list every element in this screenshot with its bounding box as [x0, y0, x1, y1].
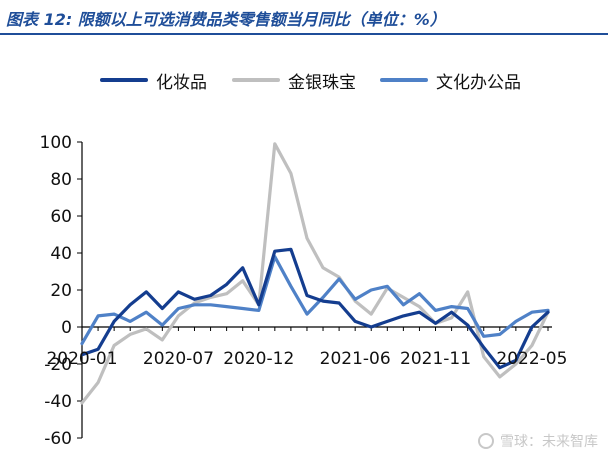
chart-header: 图表 12: 限额以上可选消费品类零售额当月同比（单位：%） — [0, 0, 608, 36]
y-tick-label: -60 — [44, 429, 72, 449]
legend-item-cosmetics: 化妆品 — [100, 66, 207, 94]
legend-swatch-office — [380, 78, 428, 82]
series-line-2 — [80, 255, 550, 346]
watermark-text: 雪球：未来智库 — [500, 434, 598, 450]
y-tick-label: 80 — [50, 170, 72, 190]
watermark: 雪球：未来智库 — [478, 431, 598, 451]
y-tick-label: 100 — [40, 133, 72, 153]
y-tick-label: -40 — [44, 392, 72, 412]
y-tick-label: 0 — [61, 318, 72, 338]
y-tick-label: -20 — [44, 355, 72, 375]
legend-item-jewelry: 金银珠宝 — [232, 66, 356, 94]
x-tick-label: 2022-05 — [496, 349, 567, 369]
x-tick-label: 2020-12 — [223, 349, 294, 369]
x-tick-label: 2020-07 — [143, 349, 214, 369]
x-tick-label: 2020-01 — [46, 349, 117, 369]
x-tick-label: 2021-11 — [400, 349, 471, 369]
legend-item-office: 文化办公品 — [380, 66, 521, 94]
legend-swatch-jewelry — [232, 78, 280, 82]
y-tick-label: 40 — [50, 244, 72, 264]
legend-label-cosmetics: 化妆品 — [156, 72, 207, 93]
series-line-1 — [80, 142, 550, 405]
series-line-0 — [80, 247, 550, 370]
y-tick-label: 60 — [50, 207, 72, 227]
legend-swatch-cosmetics — [100, 78, 148, 82]
y-tick-label: 20 — [50, 281, 72, 301]
legend-label-jewelry: 金银珠宝 — [288, 72, 356, 93]
header-rule — [0, 33, 608, 35]
legend-label-office: 文化办公品 — [436, 72, 521, 93]
legend: 化妆品 金银珠宝 文化办公品 — [0, 66, 608, 94]
x-tick-label: 2021-06 — [320, 349, 391, 369]
chart-title: 图表 12: 限额以上可选消费品类零售额当月同比（单位：%） — [6, 10, 446, 29]
watermark-logo-icon — [478, 433, 494, 449]
